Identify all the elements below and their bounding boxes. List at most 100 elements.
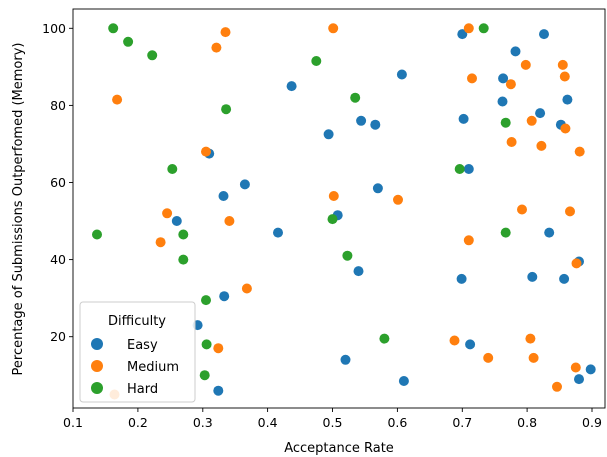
point-easy-34: [574, 374, 584, 385]
point-hard-18: [201, 339, 212, 350]
point-medium-29: [483, 352, 494, 363]
point-medium-14: [574, 146, 585, 157]
point-easy-33: [213, 385, 224, 396]
legend-marker-easy: [91, 338, 103, 350]
point-easy-12: [370, 119, 381, 130]
point-medium-23: [463, 235, 474, 246]
point-easy-1: [539, 29, 549, 40]
point-medium-27: [449, 335, 460, 346]
point-hard-0: [108, 23, 119, 34]
point-medium-7: [559, 71, 570, 82]
point-easy-21: [273, 227, 283, 238]
x-axis-title: Acceptance Rate: [284, 441, 394, 456]
x-tick-label: 0.8: [517, 415, 537, 430]
x-tick-label: 0.2: [128, 415, 148, 430]
point-medium-25: [241, 283, 252, 294]
point-easy-31: [340, 354, 351, 365]
point-easy-6: [497, 96, 508, 107]
point-medium-15: [201, 146, 211, 157]
y-tick-label: 20: [50, 329, 66, 344]
point-medium-6: [467, 73, 477, 84]
point-hard-17: [379, 333, 390, 344]
y-tick-label: 60: [50, 175, 66, 190]
point-medium-32: [552, 381, 562, 392]
legend-title: Difficulty: [108, 314, 166, 329]
x-tick-label: 0.3: [193, 415, 213, 430]
point-easy-28: [219, 291, 230, 302]
point-medium-26: [213, 343, 224, 354]
point-medium-2: [220, 27, 231, 38]
y-axis-ticks: 20 40 60 80 100: [42, 21, 73, 344]
point-hard-4: [311, 56, 322, 66]
point-medium-0: [328, 23, 339, 34]
point-hard-16: [201, 295, 211, 306]
point-hard-3: [147, 50, 158, 61]
point-medium-28: [525, 333, 536, 344]
point-easy-30: [465, 339, 476, 350]
point-medium-1: [463, 23, 474, 34]
point-hard-15: [178, 254, 189, 265]
point-easy-27: [559, 273, 570, 284]
plot-frame: [72, 8, 606, 409]
point-easy-11: [356, 115, 367, 126]
point-easy-10: [458, 113, 469, 124]
y-tick-label: 80: [50, 98, 66, 113]
point-easy-4: [286, 81, 297, 92]
point-medium-17: [393, 194, 403, 205]
point-easy-35: [585, 364, 596, 375]
point-medium-5: [557, 59, 568, 70]
point-easy-17: [218, 191, 229, 201]
x-tick-label: 0.6: [387, 415, 407, 430]
point-hard-13: [500, 227, 511, 238]
point-medium-12: [506, 137, 517, 147]
point-medium-16: [328, 191, 339, 201]
point-easy-16: [239, 179, 250, 190]
point-easy-25: [456, 273, 467, 284]
point-easy-32: [398, 376, 409, 386]
point-easy-18: [372, 183, 383, 194]
point-hard-7: [500, 117, 511, 128]
point-medium-24: [571, 258, 582, 269]
point-hard-11: [92, 229, 102, 240]
point-easy-7: [535, 108, 546, 119]
point-medium-10: [526, 115, 537, 126]
point-medium-3: [211, 42, 222, 53]
point-medium-9: [112, 94, 123, 105]
point-hard-10: [327, 214, 338, 225]
point-medium-21: [565, 206, 575, 217]
x-tick-label: 0.5: [323, 415, 343, 430]
point-easy-24: [353, 266, 364, 277]
point-easy-20: [171, 216, 182, 226]
x-tick-label: 0.7: [452, 415, 472, 430]
point-hard-12: [178, 229, 189, 240]
legend: Difficulty Easy Medium Hard: [79, 301, 196, 403]
point-medium-20: [517, 204, 527, 215]
point-hard-5: [350, 92, 361, 103]
point-hard-19: [199, 370, 210, 381]
y-tick-label: 100: [42, 21, 66, 36]
point-easy-22: [544, 227, 555, 238]
point-medium-19: [224, 216, 235, 226]
point-medium-31: [570, 362, 581, 373]
x-tick-label: 0.1: [63, 415, 83, 430]
point-hard-9: [454, 164, 465, 174]
point-medium-22: [155, 237, 166, 248]
x-tick-label: 0.9: [582, 415, 602, 430]
legend-label-easy: Easy: [127, 338, 158, 353]
y-axis-title: Percentage of Submissions Outperfomed (M…: [11, 43, 26, 376]
point-medium-11: [560, 123, 571, 134]
legend-label-medium: Medium: [127, 360, 179, 375]
point-hard-1: [478, 23, 489, 34]
point-hard-8: [167, 164, 178, 174]
point-hard-2: [123, 36, 134, 47]
point-medium-8: [505, 79, 516, 90]
point-easy-15: [463, 164, 474, 174]
point-medium-30: [528, 352, 539, 363]
point-medium-18: [162, 208, 173, 219]
x-axis-ticks: 0.1 0.2 0.3 0.4 0.5 0.6 0.7 0.8 0.9: [63, 408, 602, 430]
point-easy-26: [527, 271, 538, 282]
point-easy-2: [510, 46, 521, 57]
legend-marker-medium: [91, 360, 103, 372]
legend-label-hard: Hard: [127, 382, 158, 397]
